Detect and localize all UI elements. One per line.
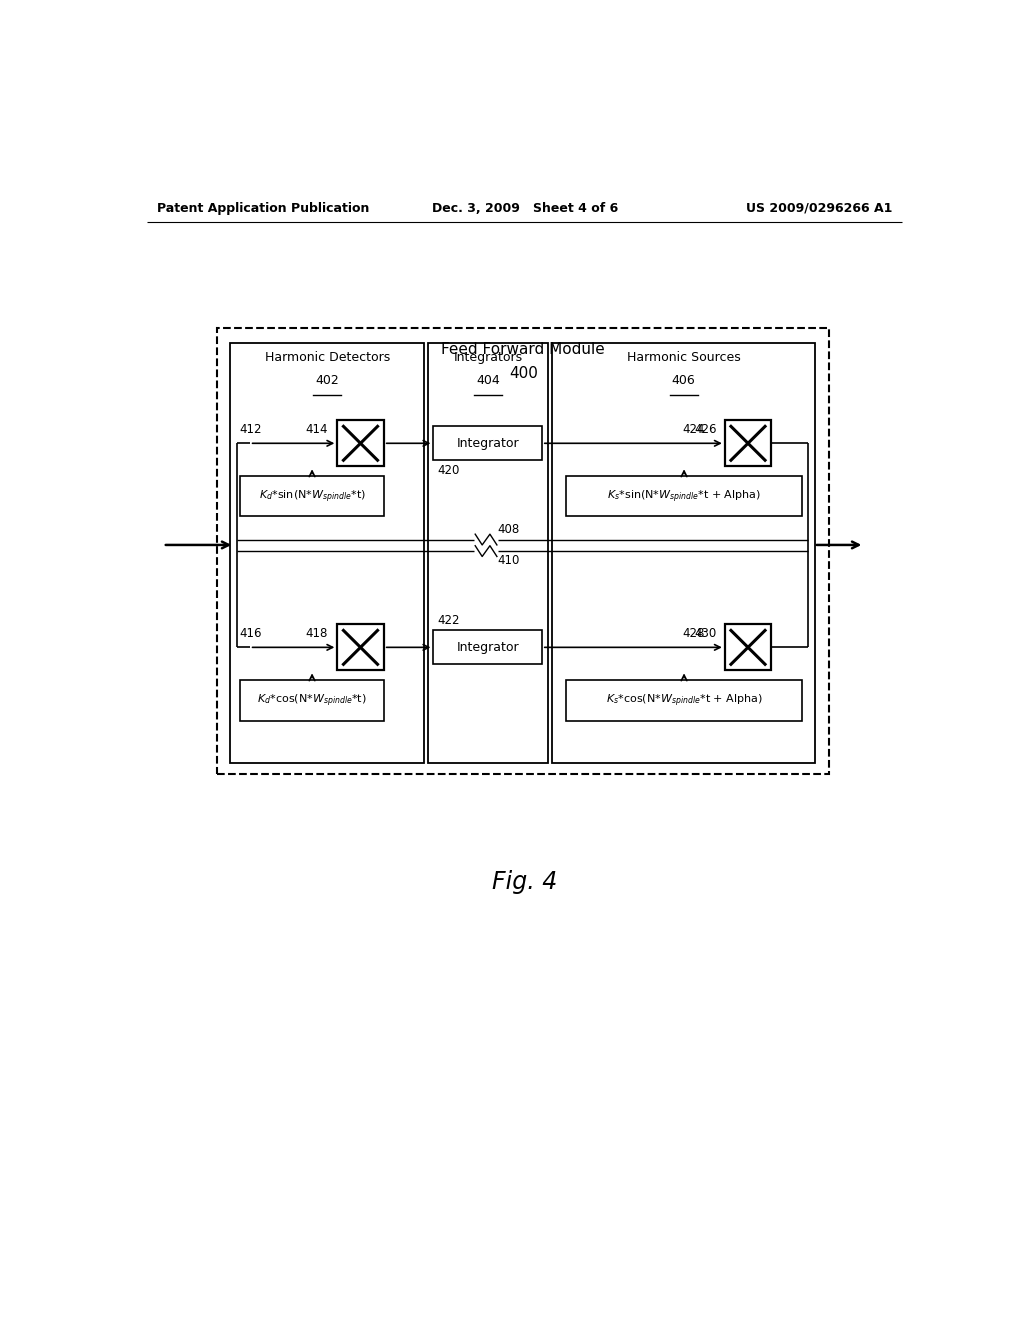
Text: Integrator: Integrator [457, 640, 519, 653]
Bar [428, 343, 548, 763]
Text: $K_d$*sin(N*$W_{spindle}$*t): $K_d$*sin(N*$W_{spindle}$*t) [259, 488, 366, 504]
Text: $K_s$*cos(N*$W_{spindle}$*t + Alpha): $K_s$*cos(N*$W_{spindle}$*t + Alpha) [605, 692, 763, 709]
Text: 418: 418 [305, 627, 328, 640]
Bar [566, 477, 802, 516]
Text: 400: 400 [509, 367, 538, 381]
Bar [433, 631, 542, 664]
Bar [337, 420, 384, 466]
Bar [552, 343, 815, 763]
Text: Patent Application Publication: Patent Application Publication [158, 202, 370, 215]
Text: 416: 416 [240, 627, 262, 640]
Text: 402: 402 [315, 374, 339, 387]
Text: Harmonic Detectors: Harmonic Detectors [264, 351, 390, 364]
Bar [725, 420, 771, 466]
Text: 406: 406 [672, 374, 695, 387]
Text: 424: 424 [682, 422, 705, 436]
Bar [217, 327, 829, 775]
Text: 404: 404 [476, 374, 500, 387]
Text: 414: 414 [305, 422, 328, 436]
Text: 428: 428 [682, 627, 705, 640]
Bar [725, 624, 771, 671]
Text: 412: 412 [240, 422, 262, 436]
Bar [566, 681, 802, 721]
Bar [241, 681, 384, 721]
Text: Fig. 4: Fig. 4 [493, 870, 557, 894]
Text: 430: 430 [694, 627, 717, 640]
Text: $K_s$*sin(N*$W_{spindle}$*t + Alpha): $K_s$*sin(N*$W_{spindle}$*t + Alpha) [607, 488, 761, 504]
Text: 420: 420 [437, 465, 460, 477]
Text: Feed Forward Module: Feed Forward Module [441, 342, 605, 356]
Bar [241, 477, 384, 516]
Bar [337, 624, 384, 671]
Text: 410: 410 [497, 554, 519, 568]
Bar [230, 343, 424, 763]
Text: Harmonic Sources: Harmonic Sources [627, 351, 740, 364]
Text: Dec. 3, 2009   Sheet 4 of 6: Dec. 3, 2009 Sheet 4 of 6 [432, 202, 617, 215]
Text: Integrators: Integrators [454, 351, 522, 364]
Text: 422: 422 [437, 614, 460, 627]
Bar [433, 426, 542, 461]
Text: Integrator: Integrator [457, 437, 519, 450]
Text: 426: 426 [694, 422, 717, 436]
Text: 408: 408 [497, 524, 519, 536]
Text: $K_d$*cos(N*$W_{spindle}$*t): $K_d$*cos(N*$W_{spindle}$*t) [257, 692, 367, 709]
Text: US 2009/0296266 A1: US 2009/0296266 A1 [745, 202, 892, 215]
